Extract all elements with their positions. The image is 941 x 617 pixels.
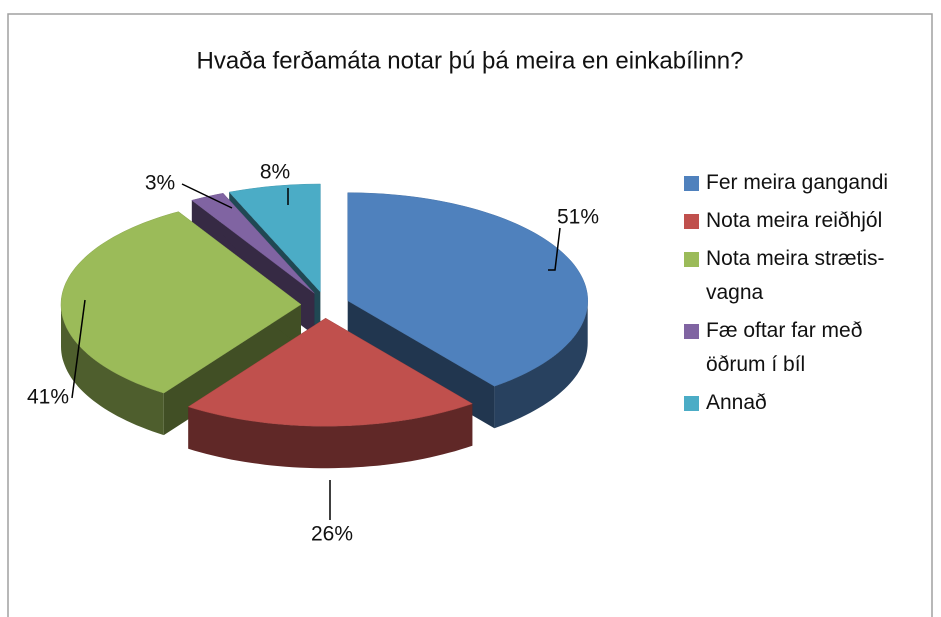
legend-entry: Fæ oftar far með öðrum í bíl bbox=[684, 314, 929, 382]
legend-label: Annað bbox=[706, 391, 767, 414]
legend-entry: Nota meira reiðhjól bbox=[684, 204, 929, 238]
legend-entry: Fer meira gangandi bbox=[684, 166, 929, 200]
leader-line bbox=[548, 227, 561, 271]
data-label: 8% bbox=[260, 161, 290, 184]
legend-entry: Annað bbox=[684, 386, 929, 420]
legend-label: Nota meira reiðhjól bbox=[706, 209, 883, 232]
leader-line bbox=[181, 183, 233, 209]
legend-swatch bbox=[684, 252, 699, 267]
data-label: 26% bbox=[311, 523, 353, 546]
legend-label: Fæ oftar far með öðrum í bíl bbox=[706, 319, 863, 376]
data-label: 51% bbox=[557, 206, 599, 229]
slice bbox=[60, 211, 302, 394]
legend-swatch bbox=[684, 176, 699, 191]
slice bbox=[187, 317, 473, 427]
data-label: 3% bbox=[145, 172, 175, 195]
legend-label: Nota meira strætis-vagna bbox=[706, 247, 885, 304]
legend: Fer meira gangandi Nota meira reiðhjól Not… bbox=[684, 166, 929, 424]
legend-swatch bbox=[684, 324, 699, 339]
legend-swatch bbox=[684, 396, 699, 411]
legend-entry: Nota meira strætis-vagna bbox=[684, 242, 929, 310]
legend-label: Fer meira gangandi bbox=[706, 171, 889, 194]
slice bbox=[347, 192, 588, 387]
leader-line bbox=[71, 299, 86, 399]
slice-wall bbox=[61, 304, 164, 436]
chart-frame bbox=[7, 13, 933, 617]
slice-wall bbox=[494, 300, 588, 429]
chart-title: Hvaða ferðamáta notar þú þá meira en ein… bbox=[196, 47, 743, 74]
slice-wall bbox=[188, 403, 473, 469]
slice bbox=[228, 183, 321, 293]
legend-swatch bbox=[684, 214, 699, 229]
data-label: 41% bbox=[27, 386, 69, 409]
